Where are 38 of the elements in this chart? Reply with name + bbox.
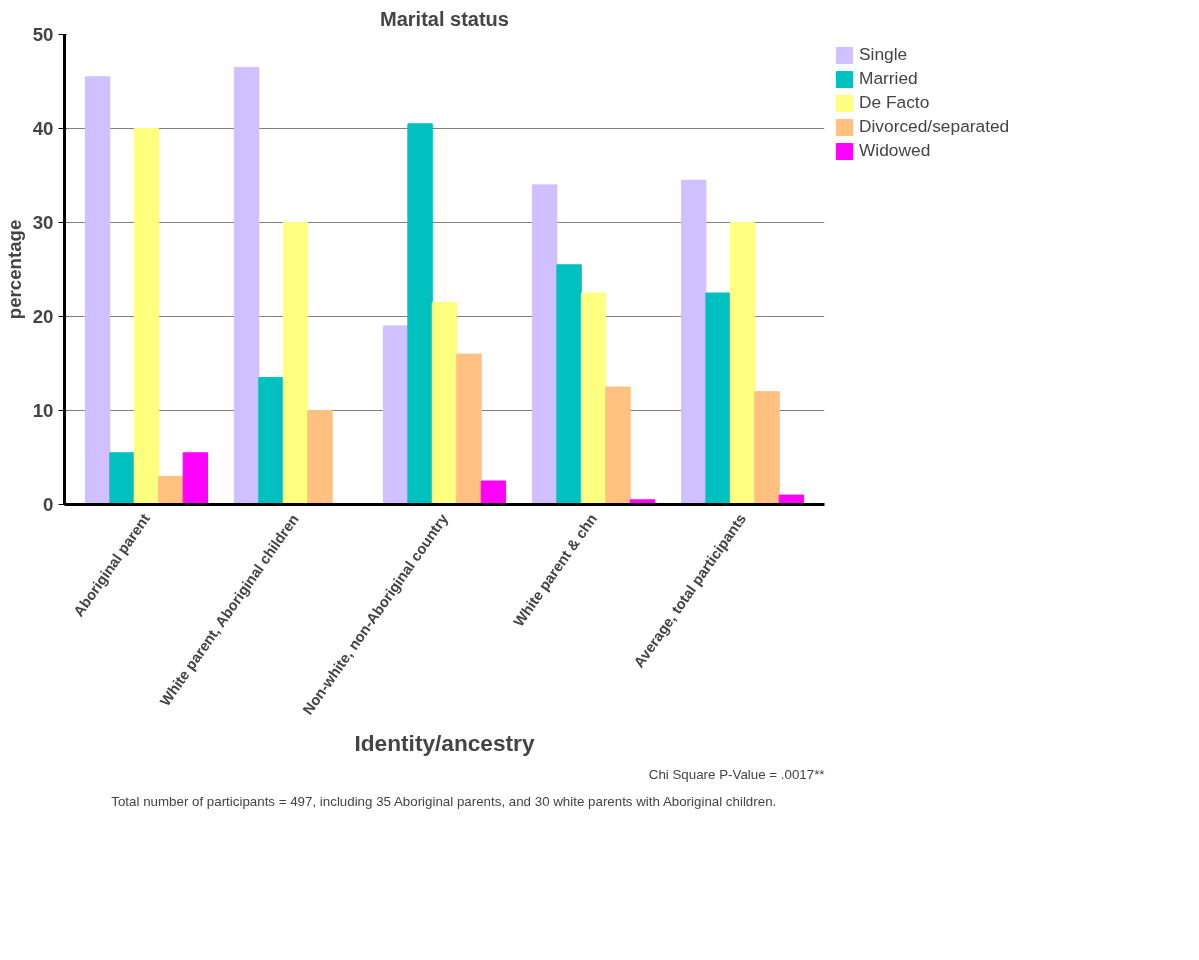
bar (754, 391, 780, 505)
legend-label: Single (859, 44, 908, 65)
bar (431, 301, 458, 505)
y-tick-label: 0 (43, 494, 54, 515)
bar (233, 66, 260, 505)
bar (456, 353, 482, 505)
bar (282, 222, 309, 505)
bar (778, 494, 805, 505)
bar (182, 452, 209, 505)
legend-label: Divorced/separated (859, 116, 1010, 137)
bar (705, 292, 731, 505)
bar (556, 264, 582, 505)
y-tick-label: 50 (32, 24, 54, 45)
legend-label: Married (859, 68, 918, 89)
bar (307, 410, 333, 505)
bar (382, 325, 409, 505)
legend-label: Widowed (859, 140, 931, 161)
y-tick-label: 10 (32, 400, 54, 421)
y-axis-title: percentage (3, 219, 25, 320)
bar (580, 292, 607, 505)
x-axis-title: Identity/ancestry (354, 730, 535, 757)
bar (109, 452, 135, 505)
chart-title: Marital status (380, 7, 509, 30)
y-tick-label: 40 (32, 118, 54, 139)
bar (480, 480, 507, 505)
bar (680, 179, 707, 505)
legend-label: De Facto (859, 92, 930, 113)
bar (531, 184, 558, 505)
y-tick-label: 30 (32, 212, 54, 233)
bar (407, 123, 433, 505)
y-tick-label: 20 (32, 306, 54, 327)
bar (133, 128, 160, 505)
bar (605, 386, 631, 505)
bar (84, 76, 111, 505)
bar (258, 377, 284, 505)
bar (729, 222, 756, 505)
text: Chi Square P-Value = .0017** (648, 766, 825, 782)
text: Total number of participants = 497, including 35 Aboriginal parents, and 30 white parents with Aboriginal children. (111, 793, 777, 809)
